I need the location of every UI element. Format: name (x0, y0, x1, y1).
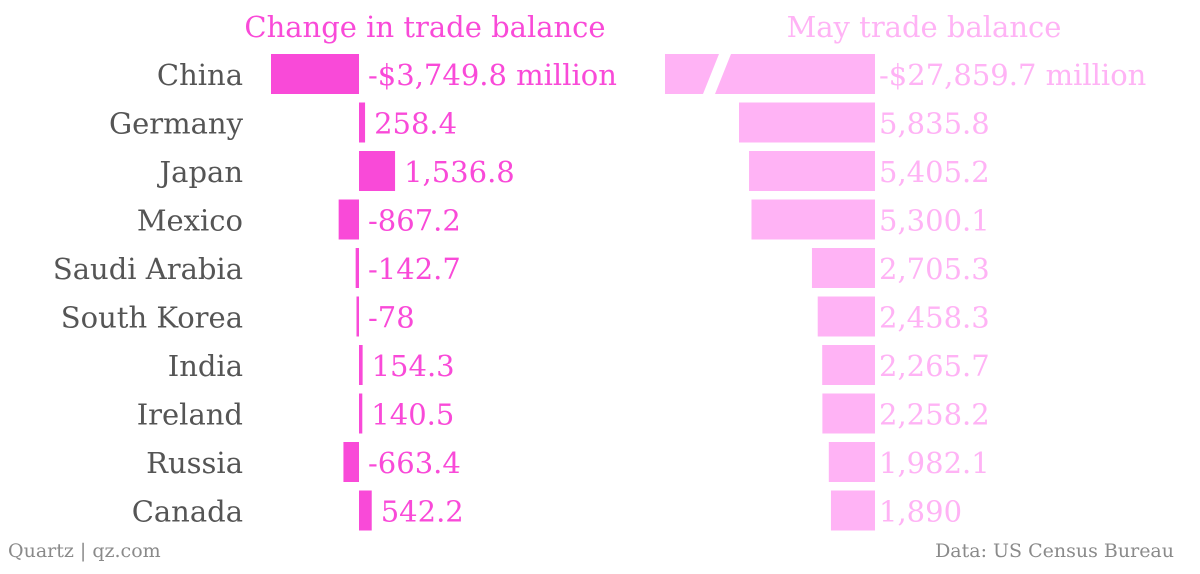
category-label: Ireland (137, 398, 243, 432)
category-label: Japan (157, 155, 243, 189)
change-value-label: -142.7 (368, 252, 461, 286)
change-bar (343, 442, 359, 482)
category-label: India (168, 349, 243, 383)
change-bar (355, 248, 359, 288)
change-bar (271, 54, 359, 94)
category-label: China (157, 58, 243, 92)
category-label: Russia (146, 446, 243, 480)
category-label: Germany (109, 107, 244, 141)
may-bar (822, 345, 875, 385)
footer-credit: Quartz | qz.com (8, 540, 161, 562)
panel-title-may: May trade balance (787, 10, 1062, 44)
footer-source: Data: US Census Bureau (935, 540, 1174, 562)
change-bar (359, 490, 372, 531)
change-value-label: 154.3 (372, 349, 455, 383)
may-value-label: 2,705.3 (879, 252, 990, 286)
may-value-label: 2,458.3 (879, 301, 990, 335)
may-value-label: 2,265.7 (879, 349, 990, 383)
change-value-label: 258.4 (374, 107, 457, 141)
may-bar (749, 151, 875, 191)
panel-title-change: Change in trade balance (244, 10, 605, 44)
may-bar (822, 393, 875, 434)
may-bar (817, 296, 875, 337)
change-bar (359, 345, 363, 385)
may-bar (715, 54, 875, 94)
category-label: Mexico (137, 204, 243, 238)
may-value-label: 2,258.2 (879, 398, 990, 432)
may-value-label: 5,300.1 (879, 204, 990, 238)
change-bar (356, 296, 359, 337)
change-bar (359, 151, 396, 191)
may-bar-truncated-segment (665, 54, 719, 94)
change-bar (359, 393, 363, 434)
change-value-label: -663.4 (368, 446, 461, 480)
change-bar (359, 102, 366, 143)
change-value-label: 1,536.8 (404, 155, 515, 189)
change-value-label: -$3,749.8 million (368, 58, 617, 92)
may-value-label: 1,890 (879, 495, 962, 529)
change-value-label: 542.2 (381, 495, 464, 529)
may-bar (830, 490, 875, 531)
may-value-label: -$27,859.7 million (879, 58, 1146, 92)
category-label: Canada (132, 495, 243, 529)
change-value-label: -867.2 (368, 204, 461, 238)
may-bar (751, 199, 875, 240)
may-bar (811, 248, 875, 288)
may-value-label: 5,835.8 (879, 107, 990, 141)
may-bar (739, 102, 875, 143)
may-value-label: 5,405.2 (879, 155, 990, 189)
change-value-label: -78 (368, 301, 415, 335)
may-bar (828, 442, 875, 482)
category-label: Saudi Arabia (53, 252, 243, 286)
change-bar (338, 199, 359, 240)
category-label: South Korea (61, 301, 243, 335)
change-value-label: 140.5 (371, 398, 454, 432)
may-value-label: 1,982.1 (879, 446, 990, 480)
